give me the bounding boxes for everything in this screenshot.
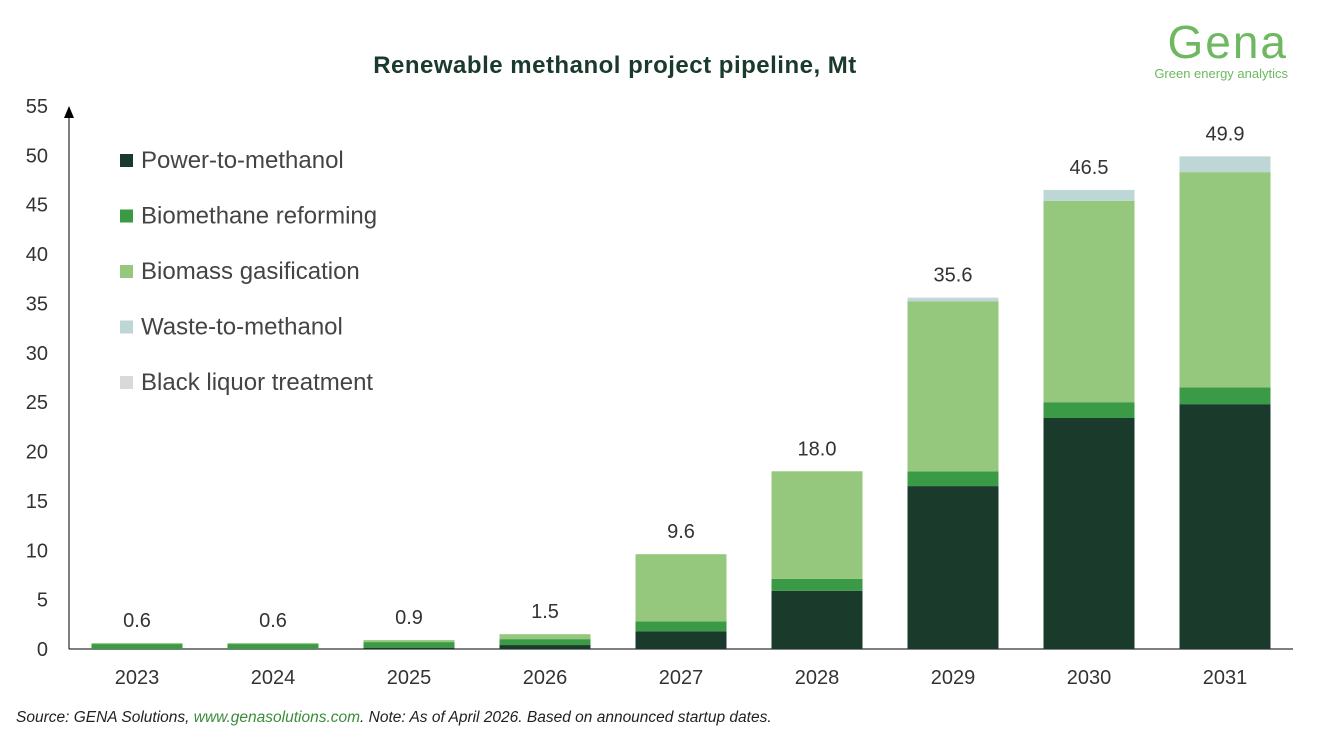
total-data-label: 9.6 bbox=[667, 521, 695, 543]
bar-segment bbox=[499, 645, 591, 649]
source-prefix: Source: GENA Solutions, bbox=[16, 709, 194, 726]
x-tick-label: 2023 bbox=[115, 667, 160, 689]
total-data-label: 46.5 bbox=[1070, 157, 1109, 179]
gena-logo: Gena Green energy analytics bbox=[1154, 18, 1288, 81]
bar-segment bbox=[91, 643, 183, 645]
y-tick-label: 5 bbox=[37, 590, 48, 612]
legend-swatch bbox=[120, 265, 133, 278]
source-link[interactable]: www.genasolutions.com bbox=[193, 709, 361, 726]
total-data-label: 35.6 bbox=[934, 265, 973, 287]
legend-label: Waste-to-methanol bbox=[141, 314, 343, 341]
y-tick-label: 20 bbox=[26, 442, 48, 464]
y-tick-label: 50 bbox=[26, 145, 48, 167]
bar-segment bbox=[771, 578, 863, 591]
total-data-label: 1.5 bbox=[531, 601, 559, 623]
y-tick-label: 15 bbox=[26, 491, 48, 513]
y-tick-label: 25 bbox=[26, 392, 48, 414]
bar-segment bbox=[499, 639, 591, 646]
bar-segment bbox=[363, 640, 455, 643]
legend-swatch bbox=[120, 209, 133, 223]
total-data-label: 0.6 bbox=[123, 610, 151, 632]
legend-label: Biomethane reforming bbox=[141, 203, 377, 230]
bar-segment bbox=[227, 644, 319, 649]
total-data-label: 18.0 bbox=[798, 438, 837, 460]
legend-swatch bbox=[120, 376, 133, 389]
bar-segment bbox=[635, 554, 727, 622]
y-tick-label: 0 bbox=[37, 639, 48, 661]
bar-segment bbox=[635, 621, 727, 632]
legend-label: Power-to-methanol bbox=[141, 147, 344, 174]
x-tick-label: 2026 bbox=[523, 667, 568, 689]
y-tick-label: 55 bbox=[26, 96, 48, 118]
x-tick-label: 2030 bbox=[1067, 667, 1112, 689]
chart-title: Renewable methanol project pipeline, Mt bbox=[373, 52, 857, 79]
total-data-label: 49.9 bbox=[1206, 123, 1245, 145]
bar-segment bbox=[1179, 404, 1271, 649]
bar-segment bbox=[907, 301, 999, 472]
legend-swatch bbox=[120, 320, 133, 334]
bar-segment bbox=[1043, 200, 1135, 403]
x-tick-label: 2025 bbox=[387, 667, 432, 689]
bar-segment bbox=[363, 642, 455, 649]
bar-segment bbox=[907, 471, 999, 487]
y-axis-arrow bbox=[64, 106, 74, 118]
x-tick-label: 2028 bbox=[795, 667, 840, 689]
bar-segment bbox=[1179, 156, 1271, 173]
legend-swatch bbox=[120, 154, 133, 167]
y-tick-label: 35 bbox=[26, 293, 48, 315]
bar-segment bbox=[771, 590, 863, 649]
x-tick-label: 2024 bbox=[251, 667, 296, 689]
y-tick-label: 30 bbox=[26, 343, 48, 365]
bar-segment bbox=[91, 644, 183, 649]
total-data-label: 0.9 bbox=[395, 607, 423, 629]
x-tick-label: 2027 bbox=[659, 667, 704, 689]
bar-segment bbox=[635, 631, 727, 649]
bar-segment bbox=[1179, 172, 1271, 388]
bar-segment bbox=[907, 297, 999, 299]
x-tick-label: 2031 bbox=[1203, 667, 1248, 689]
bar-segment bbox=[227, 643, 319, 645]
bar-segment bbox=[907, 298, 999, 302]
source-suffix: . Note: As of April 2026. Based on annou… bbox=[360, 709, 772, 726]
bar-segment bbox=[1043, 189, 1135, 201]
bar-segment bbox=[499, 634, 591, 640]
bar-segment bbox=[1043, 402, 1135, 418]
bar-segment bbox=[771, 471, 863, 579]
y-tick-label: 10 bbox=[26, 540, 48, 562]
bar-segment bbox=[363, 648, 455, 649]
y-tick-label: 45 bbox=[26, 195, 48, 217]
legend-label: Biomass gasification bbox=[141, 258, 360, 285]
bar-segment bbox=[1179, 387, 1271, 405]
source-note: Source: GENA Solutions, www.genasolution… bbox=[16, 709, 772, 727]
logo-tagline: Green energy analytics bbox=[1154, 66, 1288, 81]
total-data-label: 0.6 bbox=[259, 610, 287, 632]
legend-label: Black liquor treatment bbox=[141, 369, 373, 396]
bar-segment bbox=[1043, 417, 1135, 649]
y-tick-label: 40 bbox=[26, 244, 48, 266]
logo-wordmark: Gena bbox=[1167, 16, 1288, 68]
bar-segment bbox=[907, 486, 999, 649]
x-tick-label: 2029 bbox=[931, 667, 976, 689]
